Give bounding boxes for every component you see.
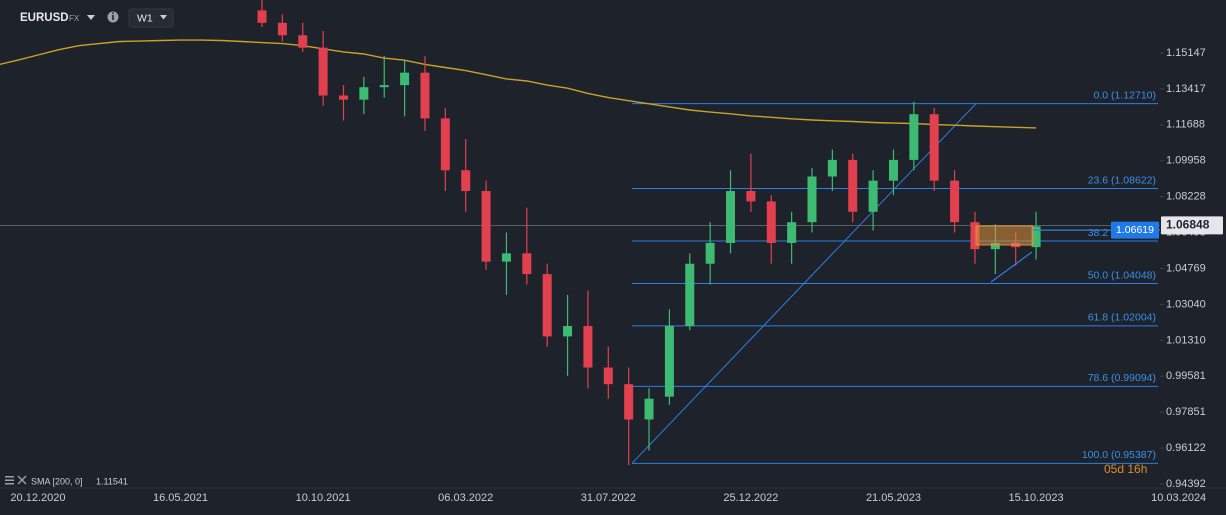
fib-label: 50.0 (1.04048) xyxy=(1088,269,1156,281)
timeframe: W1 xyxy=(137,12,153,24)
candle-body xyxy=(644,398,654,420)
candle-body xyxy=(726,191,736,243)
candle-body xyxy=(970,222,980,250)
y-tick-label: 0.97851 xyxy=(1166,406,1206,418)
timeframe-selector[interactable] xyxy=(128,8,174,28)
candle-body xyxy=(257,10,267,23)
y-tick-label: 1.08228 xyxy=(1166,191,1206,203)
fib-label: 0.0 (1.12710) xyxy=(1094,89,1156,101)
candle-body xyxy=(379,85,389,88)
candle-body xyxy=(990,242,1000,250)
x-tick-label: 25.12.2022 xyxy=(723,492,778,504)
candle-body xyxy=(298,35,308,48)
symbol[interactable]: EURUSD xyxy=(20,12,69,24)
fib-label: 23.6 (1.08622) xyxy=(1088,174,1156,186)
info-icon-dot xyxy=(112,12,114,14)
candle-body xyxy=(685,263,695,327)
candle-body xyxy=(746,191,756,202)
x-tick-label: 31.07.2022 xyxy=(581,492,636,504)
y-tick-label: 0.96122 xyxy=(1166,442,1206,454)
fib-label: 100.0 (0.95387) xyxy=(1082,449,1156,461)
candle-body xyxy=(807,176,817,223)
y-tick-label: 0.99581 xyxy=(1166,370,1206,382)
candle-body xyxy=(440,118,450,171)
candle-body xyxy=(766,201,776,243)
order-price: 1.06619 xyxy=(1116,224,1154,236)
candle-body xyxy=(868,180,878,212)
y-tick-label: 1.11688 xyxy=(1166,119,1205,131)
indicator-label: SMA [200, 0] xyxy=(31,476,83,486)
candle-body xyxy=(664,326,674,397)
candle-body xyxy=(563,326,573,337)
zone-box xyxy=(975,225,1034,246)
candle-body xyxy=(603,367,613,385)
candle-body xyxy=(420,72,430,119)
countdown: 05d 16h xyxy=(1104,462,1147,476)
candle-body xyxy=(950,180,960,223)
x-tick-label: 10.10.2021 xyxy=(296,492,351,504)
sma-line xyxy=(0,39,1037,129)
market: FX xyxy=(69,14,80,23)
candle-body xyxy=(461,170,471,192)
candle-body xyxy=(909,114,919,160)
candle-body xyxy=(583,326,593,368)
x-tick-label: 16.05.2021 xyxy=(153,492,208,504)
x-tick-label: 20.12.2020 xyxy=(10,492,65,504)
last-price: 1.06848 xyxy=(1166,218,1210,232)
candle-body xyxy=(338,95,348,100)
candle-body xyxy=(501,253,511,262)
fib-label: 61.8 (1.02004) xyxy=(1088,312,1156,324)
y-tick-label: 1.03040 xyxy=(1166,298,1206,310)
y-tick-label: 1.13417 xyxy=(1166,83,1206,95)
y-tick-label: 1.04769 xyxy=(1166,262,1206,274)
candle-body xyxy=(705,242,715,264)
y-tick-label: 1.09958 xyxy=(1166,155,1206,167)
candle-body xyxy=(400,72,410,86)
candle-body xyxy=(277,22,287,36)
candle-body xyxy=(929,114,939,181)
candle-body xyxy=(827,159,837,177)
symbol-dropdown[interactable] xyxy=(87,15,95,20)
indicator-icon xyxy=(5,479,14,481)
candle-body xyxy=(481,191,491,262)
candle-body xyxy=(542,274,552,337)
y-tick-label: 1.15147 xyxy=(1166,47,1206,59)
candle-body xyxy=(522,253,532,275)
candle-body xyxy=(888,159,898,181)
candle-body xyxy=(1031,226,1041,248)
timeframe-dropdown[interactable] xyxy=(160,15,167,20)
candle-body xyxy=(624,384,634,420)
y-tick-label: 0.94392 xyxy=(1166,478,1206,490)
indicator-remove[interactable] xyxy=(17,475,27,485)
x-tick-label: 06.03.2022 xyxy=(438,492,493,504)
trend-line xyxy=(990,251,1033,283)
last-price-tag xyxy=(1161,216,1223,235)
order-tag xyxy=(1111,221,1159,239)
indicator-value: 1.11541 xyxy=(96,476,128,486)
indicator-icon xyxy=(5,483,14,485)
info-icon-glyph xyxy=(112,15,114,20)
plot-area: 1.151471.134171.116881.099581.082281.064… xyxy=(0,0,1226,504)
x-tick-label: 10.03.2024 xyxy=(1151,492,1206,504)
candle-body xyxy=(787,222,797,243)
x-tick-label: 21.05.2023 xyxy=(866,492,921,504)
candle-body xyxy=(318,47,328,96)
candle-body xyxy=(359,87,369,100)
y-tick-label: 1.01310 xyxy=(1166,334,1206,346)
fib-label: 78.6 (0.99094) xyxy=(1088,372,1156,384)
candle-body xyxy=(848,159,858,212)
indicator-icon[interactable] xyxy=(5,476,14,478)
fib-diagonal xyxy=(631,103,977,464)
x-tick-label: 15.10.2023 xyxy=(1009,492,1064,504)
